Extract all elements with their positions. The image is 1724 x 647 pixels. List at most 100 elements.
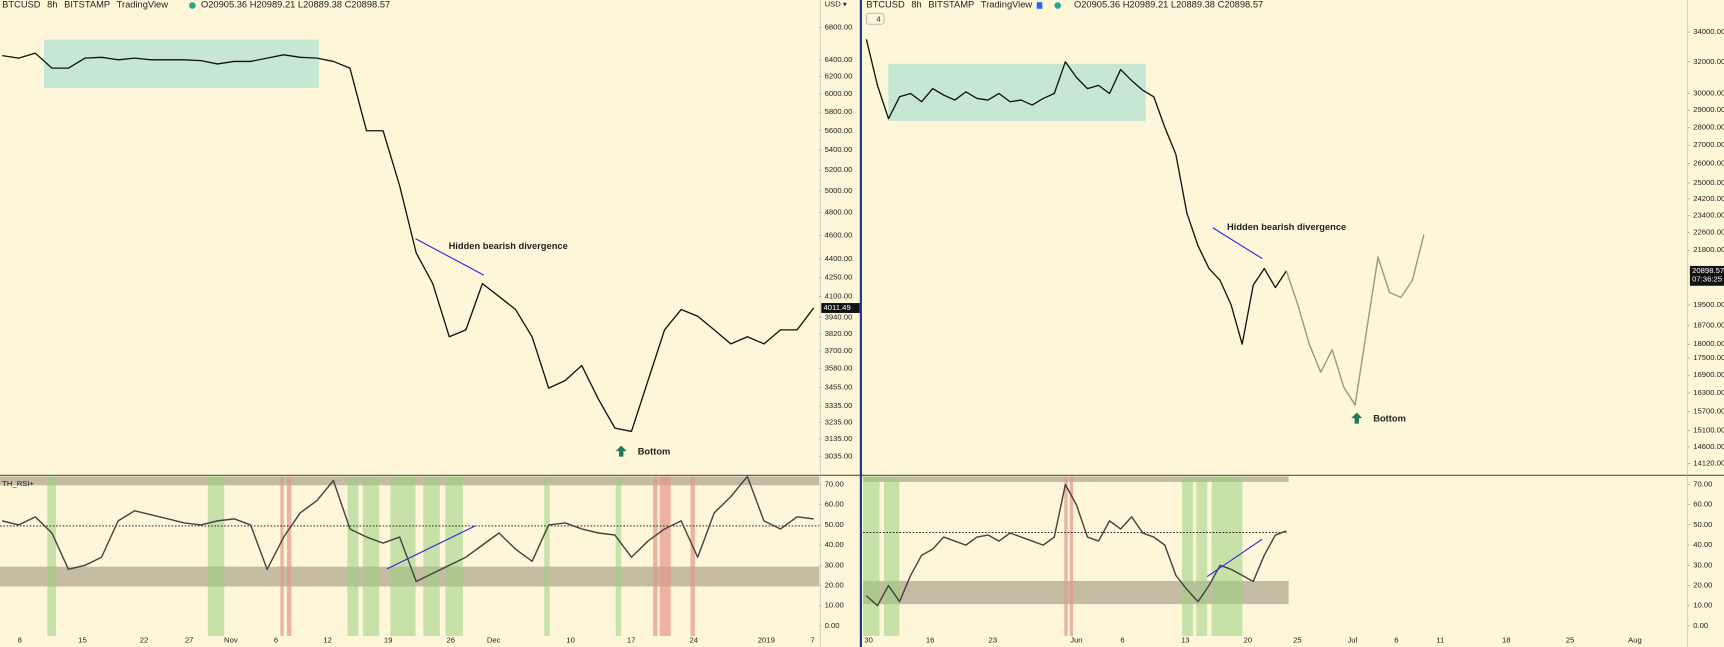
signal-band: [423, 476, 440, 636]
y-tick-label: 6800.00: [825, 23, 853, 32]
y-tick-label: 5400.00: [825, 145, 853, 154]
y-tick-label: 6200.00: [825, 72, 853, 81]
x-tick-label: 27: [185, 635, 194, 644]
y-tick-label: 3820.00: [825, 329, 853, 338]
y-tick-label: 30.00: [825, 560, 844, 569]
range-box: [888, 63, 1146, 122]
y-tick-label: 60.00: [825, 500, 844, 509]
signal-band: [207, 476, 225, 636]
last-price-tag: [821, 303, 860, 313]
y-tick-label: 4100.00: [825, 291, 853, 300]
annotation: Hidden bearish divergence: [449, 241, 568, 251]
y-tick-label: 5800.00: [825, 107, 853, 116]
exchange: BITSTAMP: [928, 0, 974, 10]
signal-band: [280, 476, 284, 636]
y-tick-label: 6400.00: [825, 55, 853, 64]
x-tick-label: 8: [18, 635, 22, 644]
y-tick-label: 15100.00: [1693, 425, 1724, 434]
signal-band: [362, 476, 380, 636]
y-tick-label: 30000.00: [1693, 89, 1724, 98]
x-tick-label: 22: [140, 635, 149, 644]
signal-band: [390, 476, 416, 636]
last-price-tag: [1689, 265, 1724, 286]
x-tick-label: 6: [1394, 635, 1398, 644]
y-tick-label: 3335.00: [825, 401, 853, 410]
bottom-label: Bottom: [638, 447, 671, 457]
divergence-line: [415, 238, 485, 276]
x-tick-label: 15: [78, 635, 87, 644]
signal-band: [1064, 476, 1068, 636]
header: BTCUSD 8h BITSTAMP TradingView O20905.36 H20…: [2, 0, 390, 10]
y-tick-label: 18000.00: [1693, 339, 1724, 348]
y-tick-label: 0.00: [1693, 621, 1708, 630]
x-tick-label: Aug: [1628, 635, 1642, 644]
y-tick-label: 4600.00: [825, 230, 853, 239]
indicator-title: TH_RSI+: [2, 479, 34, 488]
x-tick-label: Dec: [487, 635, 501, 644]
signal-band: [286, 476, 292, 636]
signal-band: [445, 476, 463, 636]
series-line: [865, 39, 1287, 345]
status-dot: [189, 2, 196, 9]
y-tick-label: 5200.00: [825, 165, 853, 174]
signal-band: [863, 476, 880, 636]
x-tick-label: Jul: [1347, 635, 1357, 644]
y-tick-label: 16900.00: [1693, 370, 1724, 379]
symbol: BTCUSD: [866, 0, 905, 10]
countdown: 07:36:25: [1692, 275, 1722, 284]
y-tick-label: 28000.00: [1693, 122, 1724, 131]
y-tick-label: 3700.00: [825, 346, 853, 355]
y-tick-label: 0.00: [825, 621, 840, 630]
y-tick-label: 21800.00: [1693, 245, 1724, 254]
y-tick-label: 3035.00: [825, 451, 853, 460]
y-tick-label: 20.00: [825, 581, 844, 590]
source: TradingView: [117, 0, 169, 10]
y-tick-label: 34000.00: [1693, 27, 1724, 36]
x-tick-label: 7: [810, 635, 814, 644]
x-tick-label: 30: [864, 635, 873, 644]
y-tick-label: 3135.00: [825, 434, 853, 443]
y-tick-label: 24200.00: [1693, 194, 1724, 203]
y-tick-label: 27000.00: [1693, 140, 1724, 149]
ohlc: O20905.36 H20989.21 L20889.38 C20898.57: [1074, 0, 1263, 10]
y-tick-label: 50.00: [825, 520, 844, 529]
x-tick-label: 6: [1120, 635, 1124, 644]
y-tick-label: 20.00: [1693, 581, 1712, 590]
signal-band: [1196, 476, 1208, 636]
y-tick-label: 40.00: [825, 540, 844, 549]
y-tick-label: 26000.00: [1693, 159, 1724, 168]
flag-icon: [1036, 2, 1043, 9]
signal-band: [883, 476, 900, 636]
y-tick-label: 14120.00: [1693, 458, 1724, 467]
y-tick-label: 22600.00: [1693, 228, 1724, 237]
exchange: BITSTAMP: [64, 0, 110, 10]
badge-text: 4: [876, 14, 881, 23]
x-tick-label: 16: [926, 635, 935, 644]
x-tick-label: 23: [989, 635, 998, 644]
y-tick-label: 3235.00: [825, 417, 853, 426]
divergence-line: [386, 525, 476, 570]
signal-band: [690, 476, 695, 636]
x-tick-label: 18: [1502, 635, 1511, 644]
symbol: BTCUSD: [2, 0, 41, 10]
x-tick-label: 20: [1244, 635, 1253, 644]
y-tick-label: 16300.00: [1693, 388, 1724, 397]
bottom-arrow: [615, 445, 627, 457]
y-tick-label: 23400.00: [1693, 210, 1724, 219]
signal-band: [659, 476, 671, 636]
status-dot: [1054, 2, 1062, 9]
y-tick-label: 18700.00: [1693, 320, 1724, 329]
y-tick-label: 17500.00: [1693, 353, 1724, 362]
signal-band: [47, 476, 57, 636]
y-tick-label: 70.00: [825, 480, 844, 489]
y-tick-label: 3580.00: [825, 364, 853, 373]
series-line: [2, 52, 815, 433]
chart-layer: 6800.006400.006200.006000.005800.005600.…: [0, 23, 1724, 644]
x-tick-label: 26: [447, 635, 456, 644]
y-tick-label: 50.00: [1693, 520, 1712, 529]
y-tick-label: 70.00: [1693, 480, 1712, 489]
badge[interactable]: [866, 12, 885, 25]
x-tick-label: 19: [384, 635, 393, 644]
y-tick-label: 15700.00: [1693, 406, 1724, 415]
x-tick-label: 2019: [758, 635, 775, 644]
